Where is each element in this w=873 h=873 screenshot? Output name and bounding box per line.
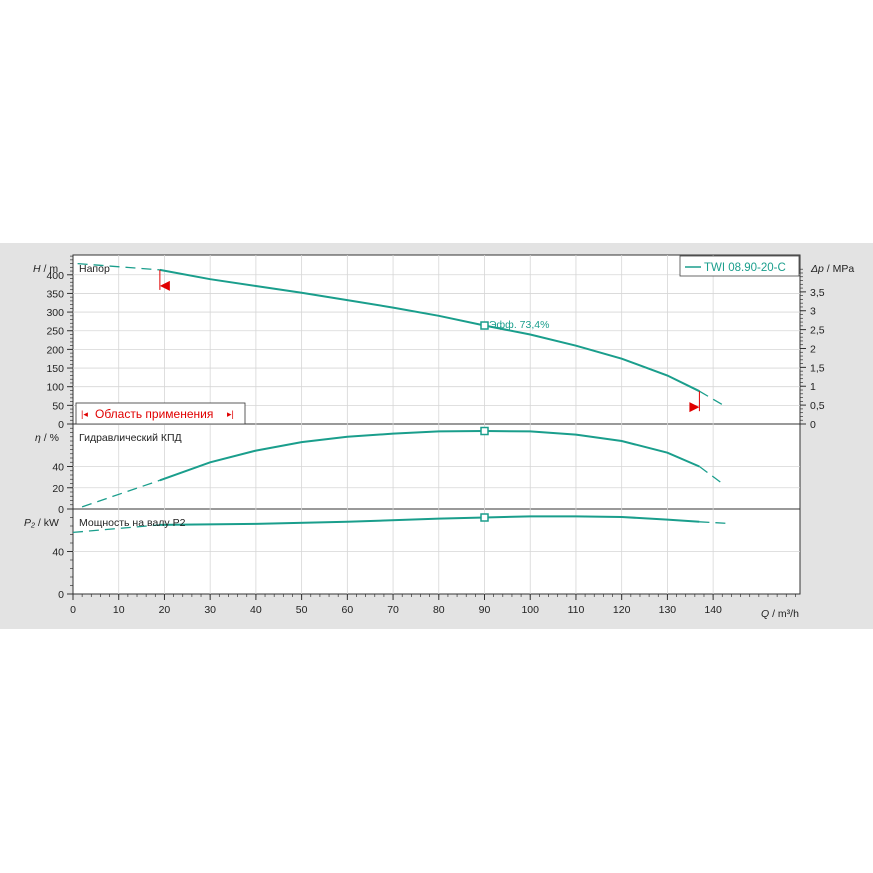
right-axis-tick-label: 3 — [810, 306, 816, 318]
x-axis-tick-label: 30 — [204, 604, 216, 616]
right-axis-tick-label: 2 — [810, 343, 816, 355]
power-ytick-label: 40 — [52, 547, 64, 559]
x-axis-tick-label: 120 — [613, 604, 631, 616]
head-duty-point-marker — [480, 321, 489, 330]
power-curve-dashed-high — [699, 521, 727, 524]
head-curve — [159, 268, 700, 393]
pump-curve-chart: 05010015020025030035040000,511,522,533,5… — [24, 254, 854, 620]
range-label: Область применения — [95, 407, 213, 421]
efficiency-ytick-label: 20 — [52, 483, 64, 495]
range-of-application-box: |◂ Область применения ▸| — [75, 402, 246, 425]
right-axis-tick-label: 0,5 — [810, 400, 825, 412]
x-axis-tick-label: 80 — [433, 604, 445, 616]
legend: TWI 08.90-20-C — [679, 255, 800, 277]
x-axis-tick-label: 140 — [704, 604, 722, 616]
tick-labels: 05010015020025030035040000,511,522,533,5… — [46, 270, 824, 616]
x-axis-tick-label: 40 — [250, 604, 262, 616]
range-label-box — [75, 402, 246, 425]
head-plot-area — [72, 254, 801, 425]
right-axis-tick-label: 1,5 — [810, 362, 825, 374]
range-min-marker-arrow — [159, 280, 170, 291]
power-ytick-label: 0 — [58, 589, 64, 601]
range-max-marker-arrow — [689, 402, 700, 413]
efficiency-annotation: Эфф. 73,4% — [489, 319, 549, 331]
efficiency-curve — [159, 429, 700, 482]
head-ytick-label: 200 — [46, 344, 64, 356]
x-axis-tick-label: 100 — [521, 604, 539, 616]
head-ytick-label: 150 — [46, 363, 64, 375]
legend-box — [679, 255, 800, 277]
head-ytick-label: 400 — [46, 270, 64, 282]
power-duty-point-marker — [480, 513, 489, 522]
power-curve — [159, 515, 700, 526]
x-axis-tick-label: 70 — [387, 604, 399, 616]
right-axis-tick-label: 1 — [810, 381, 816, 393]
range-markers — [159, 269, 700, 413]
efficiency-ytick-label: 0 — [58, 504, 64, 516]
head-ytick-label: 50 — [52, 400, 64, 412]
x-axis-tick-label: 130 — [659, 604, 677, 616]
x-axis-tick-label: 90 — [479, 604, 491, 616]
axis-ticks — [67, 255, 806, 600]
plot-backgrounds — [72, 254, 801, 595]
x-axis-tick-label: 10 — [113, 604, 125, 616]
power-panel-title: Мощность на валу P2 — [79, 517, 186, 529]
efficiency-curve-dashed-high — [699, 465, 723, 485]
legend-entry: TWI 08.90-20-C — [704, 262, 786, 274]
head-ytick-label: 0 — [58, 419, 64, 431]
chart-text: H / m Напор η / % Гидравлический КПД P₂ … — [24, 263, 854, 620]
x-axis-tick-label: 110 — [568, 604, 585, 616]
right-axis-tick-label: 3,5 — [810, 287, 825, 299]
x-axis-tick-label: 50 — [296, 604, 308, 616]
efficiency-duty-point-marker — [480, 426, 489, 436]
head-panel-title: Напор — [79, 263, 110, 275]
range-label-left-marker: |◂ — [81, 409, 88, 419]
range-label-right-marker: ▸| — [227, 409, 234, 419]
x-axis-tick-label: 20 — [159, 604, 171, 616]
head-curve-dashed-high — [699, 390, 723, 406]
head-ylabel: H / m — [33, 263, 58, 275]
x-axis-tick-label: 0 — [70, 604, 76, 616]
head-ytick-label: 100 — [46, 382, 64, 394]
power-ylabel: P₂ / kW — [24, 517, 59, 529]
x-axis-label: Q / m³/h — [761, 608, 799, 620]
efficiency-ytick-label: 40 — [52, 462, 64, 474]
right-axis-tick-label: 0 — [810, 419, 816, 431]
head-ytick-label: 350 — [46, 288, 64, 300]
efficiency-panel-title: Гидравлический КПД — [79, 432, 182, 444]
x-axis-tick-label: 60 — [341, 604, 353, 616]
power-curve-dashed-low — [72, 524, 160, 534]
head-ytick-label: 300 — [46, 307, 64, 319]
pump-curve-chart-panel: 0 50 100 150 200 250 300 350 400 0 0,5 1 1,5 2 2,5 3 3,5… — [0, 243, 873, 629]
head-curve-dashed-low — [77, 262, 160, 271]
right-axis-tick-label: 2,5 — [810, 325, 825, 337]
efficiency-ylabel: η / % — [35, 432, 59, 444]
right-axis-label: Δp / MPa — [810, 263, 854, 275]
efficiency-curve-dashed-low — [81, 479, 161, 508]
head-ytick-label: 250 — [46, 326, 64, 338]
series-curves — [72, 262, 727, 534]
